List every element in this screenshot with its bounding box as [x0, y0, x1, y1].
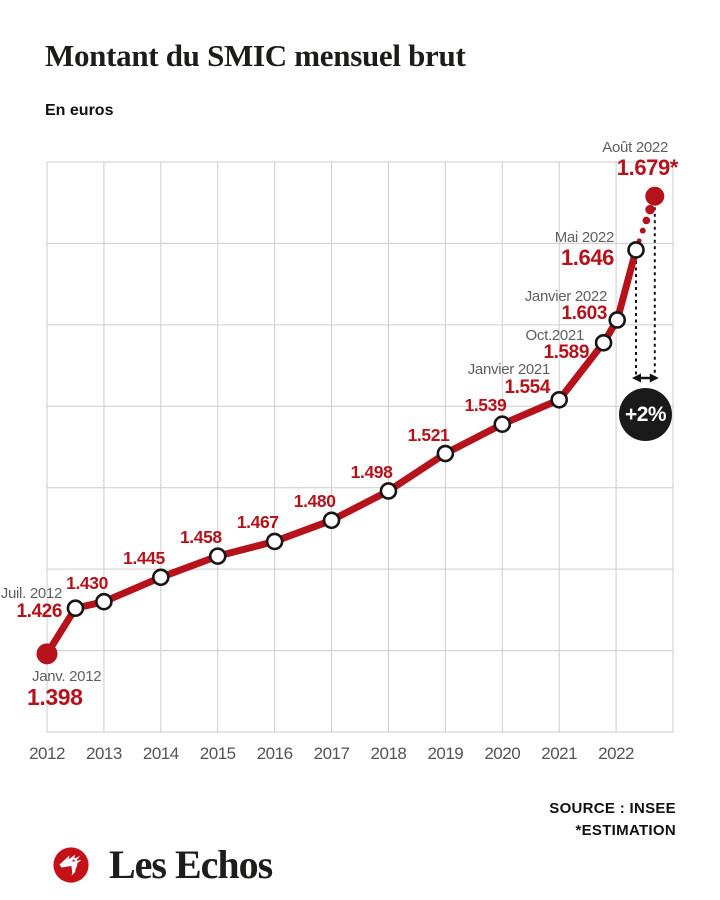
data-point-marker — [152, 568, 170, 587]
data-point-marker — [265, 532, 284, 551]
data-point-filled-end — [645, 186, 665, 206]
estimated-dotted-segment — [636, 204, 655, 244]
data-point-marker — [627, 241, 645, 259]
data-point-marker — [608, 311, 627, 329]
les-echos-logo: Les Echos — [48, 841, 273, 889]
double-arrow-icon — [632, 373, 659, 383]
data-point-marker — [208, 547, 227, 565]
data-point-marker — [66, 599, 85, 618]
source-note: SOURCE : INSEE *ESTIMATION — [549, 798, 676, 842]
les-echos-rooster-icon — [53, 847, 89, 883]
smic-line — [43, 246, 640, 658]
estimation-bracket — [635, 207, 656, 380]
page-title: Montant du SMIC mensuel brut — [45, 38, 466, 73]
chart-unit-label: En euros — [45, 102, 114, 119]
estimation-note: *ESTIMATION — [575, 822, 676, 839]
data-point-marker — [379, 482, 398, 500]
grid-lines — [46, 161, 674, 733]
data-point-marker — [493, 415, 512, 434]
data-point-marker — [550, 390, 568, 409]
les-echos-wordmark: Les Echos — [109, 842, 273, 887]
data-point-marker — [95, 592, 113, 611]
source-line: SOURCE : INSEE — [549, 800, 676, 817]
data-point-marker — [594, 333, 613, 352]
data-point-marker — [436, 444, 455, 463]
data-point-marker — [322, 511, 341, 530]
plus-2-percent-badge: +2% — [619, 388, 672, 441]
data-point-filled-start — [36, 643, 58, 665]
